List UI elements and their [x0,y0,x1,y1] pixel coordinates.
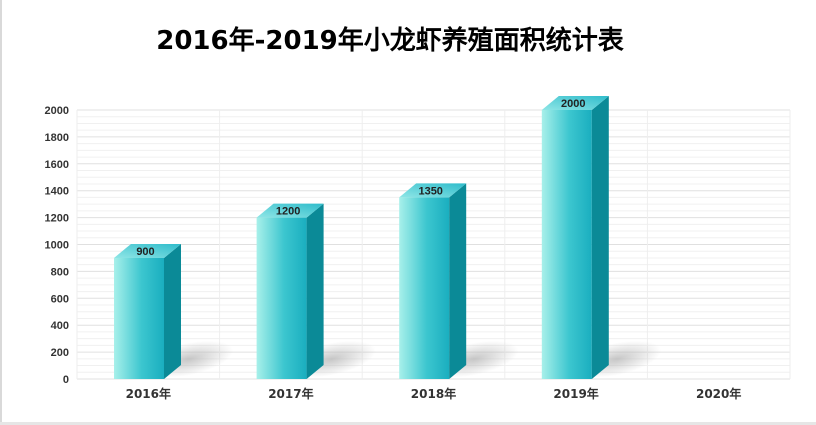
data-label: 1350 [418,185,442,197]
y-tick-label: 1600 [45,159,69,171]
data-label: 2000 [561,98,585,110]
x-tick-label: 2018年 [411,386,456,401]
x-axis: 2016年 2017年 2018年 2019年 2020年 [126,386,742,401]
bars [114,96,609,379]
x-tick-label: 2020年 [696,386,741,401]
bar-top [541,96,609,110]
bar-front [114,257,164,379]
bar [541,96,609,379]
bar [114,243,181,379]
bottom-border [0,422,816,425]
bar-top [114,243,181,258]
x-tick-label: 2016年 [126,386,171,401]
data-labels: 900 1200 1350 2000 [136,98,585,258]
bar-top [256,203,324,218]
bar-side [591,96,609,379]
y-tick-label: 1000 [45,240,69,252]
data-label: 1200 [276,206,300,218]
y-tick-label: 1200 [45,213,69,225]
y-tick-label: 400 [51,320,69,332]
bar-side [306,203,324,379]
y-tick-label: 1400 [45,186,69,198]
bar [256,203,324,379]
bar-side [449,183,467,379]
chart-title: 2016年-2019年小龙虾养殖面积统计表 [156,26,624,56]
y-tick-label: 600 [51,293,69,305]
bar-front [256,217,307,379]
y-tick-label: 2000 [45,105,69,117]
bar-top [399,183,467,198]
y-tick-label: 0 [63,374,69,386]
y-tick-label: 200 [51,347,69,359]
x-tick-label: 2019年 [553,386,598,401]
y-axis: 0 200 400 600 800 1000 1200 1400 1600 1800 2000 [45,105,69,386]
y-tick-label: 800 [51,266,69,278]
bar-front [399,197,450,379]
left-border [0,0,2,425]
x-tick-label: 2017年 [268,386,313,401]
bar-side [164,243,181,379]
data-label: 900 [136,246,154,258]
bar [399,183,467,379]
y-tick-label: 1800 [45,132,69,144]
bar-front [541,110,592,379]
